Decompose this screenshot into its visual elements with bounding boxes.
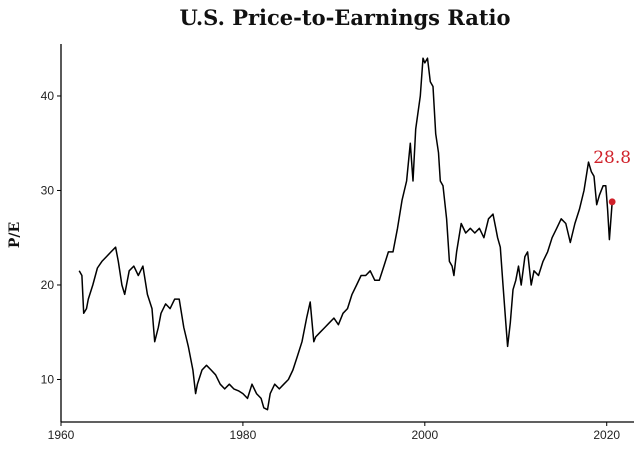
latest-value-label: 28.8 — [593, 148, 631, 168]
x-axis-ticks: 1960 1980 2000 2020 — [48, 422, 620, 442]
y-axis-ticks: 10 20 30 40 — [41, 89, 61, 386]
latest-value-point — [608, 198, 616, 206]
pe-ratio-line — [78, 57, 613, 411]
x-tick-label: 2020 — [593, 428, 620, 442]
x-tick-label: 2000 — [411, 428, 438, 442]
y-tick-label: 30 — [41, 183, 55, 197]
y-tick-label: 20 — [41, 278, 55, 292]
x-tick-label: 1980 — [230, 428, 257, 442]
y-tick-label: 10 — [41, 372, 55, 386]
chart-title: U.S. Price-to-Earnings Ratio — [179, 5, 510, 30]
x-tick-label: 1960 — [48, 428, 75, 442]
y-tick-label: 40 — [41, 89, 55, 103]
y-axis-title: P/E — [7, 222, 23, 248]
